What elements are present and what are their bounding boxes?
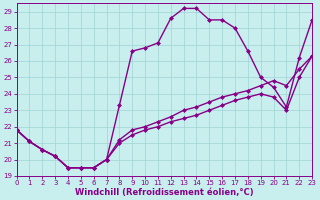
X-axis label: Windchill (Refroidissement éolien,°C): Windchill (Refroidissement éolien,°C) [75, 188, 254, 197]
